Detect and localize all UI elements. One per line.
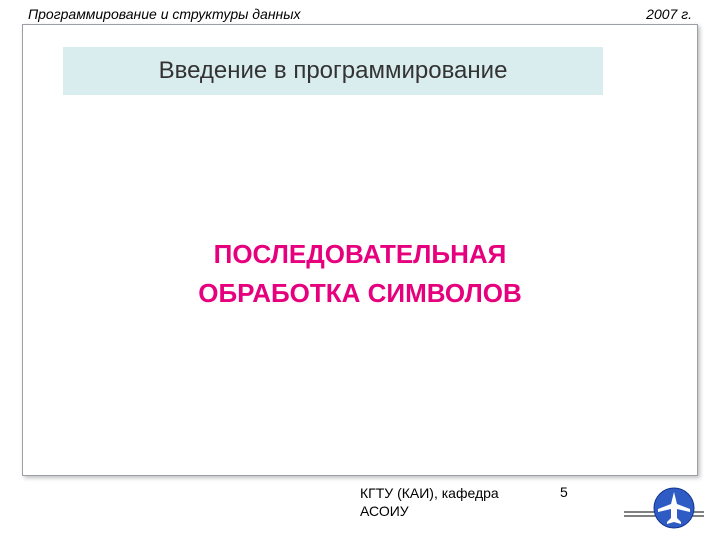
header-left: Программирование и структуры данных: [28, 6, 301, 22]
slide-frame: Введение в программирование ПОСЛЕДОВАТЕЛ…: [22, 24, 698, 476]
title-line-1: ПОСЛЕДОВАТЕЛЬНАЯ: [23, 235, 697, 274]
footer: КГТУ (КАИ), кафедра АСОИУ 5: [0, 484, 720, 532]
main-title: ПОСЛЕДОВАТЕЛЬНАЯ ОБРАБОТКА СИМВОЛОВ: [23, 235, 697, 313]
page-number: 5: [560, 484, 568, 500]
header-bar: Программирование и структуры данных 2007…: [28, 6, 692, 22]
footer-org: КГТУ (КАИ), кафедра АСОИУ: [360, 484, 540, 520]
subtitle-text: Введение в программирование: [159, 57, 508, 85]
subtitle-box: Введение в программирование: [63, 47, 603, 95]
logo: [638, 478, 692, 532]
header-right: 2007 г.: [646, 6, 692, 22]
title-line-2: ОБРАБОТКА СИМВОЛОВ: [23, 274, 697, 313]
